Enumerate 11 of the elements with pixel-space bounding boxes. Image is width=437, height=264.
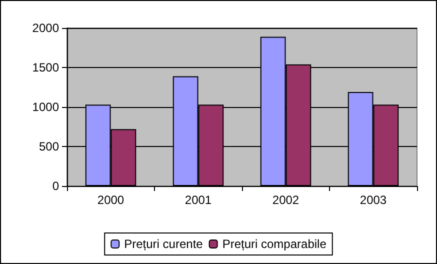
x-tick-label: 2003 bbox=[360, 193, 387, 207]
legend-label: Prețuri curente bbox=[124, 237, 204, 251]
y-tick-label: 500 bbox=[38, 140, 60, 154]
x-tick-label: 2000 bbox=[97, 193, 124, 207]
y-tick-label: 1500 bbox=[32, 60, 60, 74]
y-tick-label: 2000 bbox=[32, 21, 60, 35]
legend-label: Prețuri comparabile bbox=[222, 237, 327, 251]
x-tick-label: 2002 bbox=[272, 193, 300, 207]
y-tick-label: 1000 bbox=[32, 100, 60, 114]
x-tick-label: 2001 bbox=[184, 193, 212, 207]
y-tick-label: 0 bbox=[52, 179, 60, 193]
